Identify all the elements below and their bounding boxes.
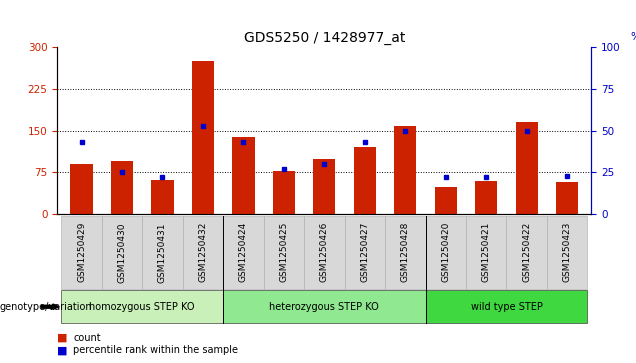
Text: count: count bbox=[73, 333, 100, 343]
Text: GSM1250421: GSM1250421 bbox=[481, 222, 491, 282]
Bar bbox=[475, 181, 497, 214]
Text: GSM1250426: GSM1250426 bbox=[320, 222, 329, 282]
Text: percentile rank within the sample: percentile rank within the sample bbox=[73, 345, 238, 355]
Bar bbox=[354, 147, 376, 214]
Text: wild type STEP: wild type STEP bbox=[471, 302, 543, 312]
Title: GDS5250 / 1428977_at: GDS5250 / 1428977_at bbox=[244, 31, 405, 45]
Text: GSM1250423: GSM1250423 bbox=[563, 222, 572, 282]
Bar bbox=[151, 180, 174, 214]
Text: GSM1250428: GSM1250428 bbox=[401, 222, 410, 282]
Text: GSM1250432: GSM1250432 bbox=[198, 222, 207, 282]
Text: GSM1250424: GSM1250424 bbox=[239, 222, 248, 282]
Bar bbox=[232, 137, 254, 214]
Bar bbox=[71, 164, 93, 214]
Text: ■: ■ bbox=[57, 345, 68, 355]
Bar bbox=[434, 187, 457, 214]
Bar bbox=[556, 182, 578, 214]
Text: ■: ■ bbox=[57, 333, 68, 343]
Text: GSM1250427: GSM1250427 bbox=[361, 222, 370, 282]
Bar bbox=[192, 61, 214, 214]
Bar bbox=[314, 159, 336, 214]
Text: heterozygous STEP KO: heterozygous STEP KO bbox=[270, 302, 379, 312]
Bar bbox=[111, 161, 133, 214]
Text: GSM1250429: GSM1250429 bbox=[77, 222, 86, 282]
Text: homozygous STEP KO: homozygous STEP KO bbox=[90, 302, 195, 312]
Bar bbox=[394, 126, 417, 214]
Text: GSM1250420: GSM1250420 bbox=[441, 222, 450, 282]
Text: GSM1250430: GSM1250430 bbox=[118, 222, 127, 282]
Text: GSM1250431: GSM1250431 bbox=[158, 222, 167, 282]
Text: genotype/variation: genotype/variation bbox=[0, 302, 93, 312]
Bar bbox=[273, 171, 295, 214]
Bar bbox=[516, 122, 538, 214]
Text: GSM1250425: GSM1250425 bbox=[279, 222, 288, 282]
Text: GSM1250422: GSM1250422 bbox=[522, 222, 531, 282]
Text: %: % bbox=[630, 32, 636, 42]
